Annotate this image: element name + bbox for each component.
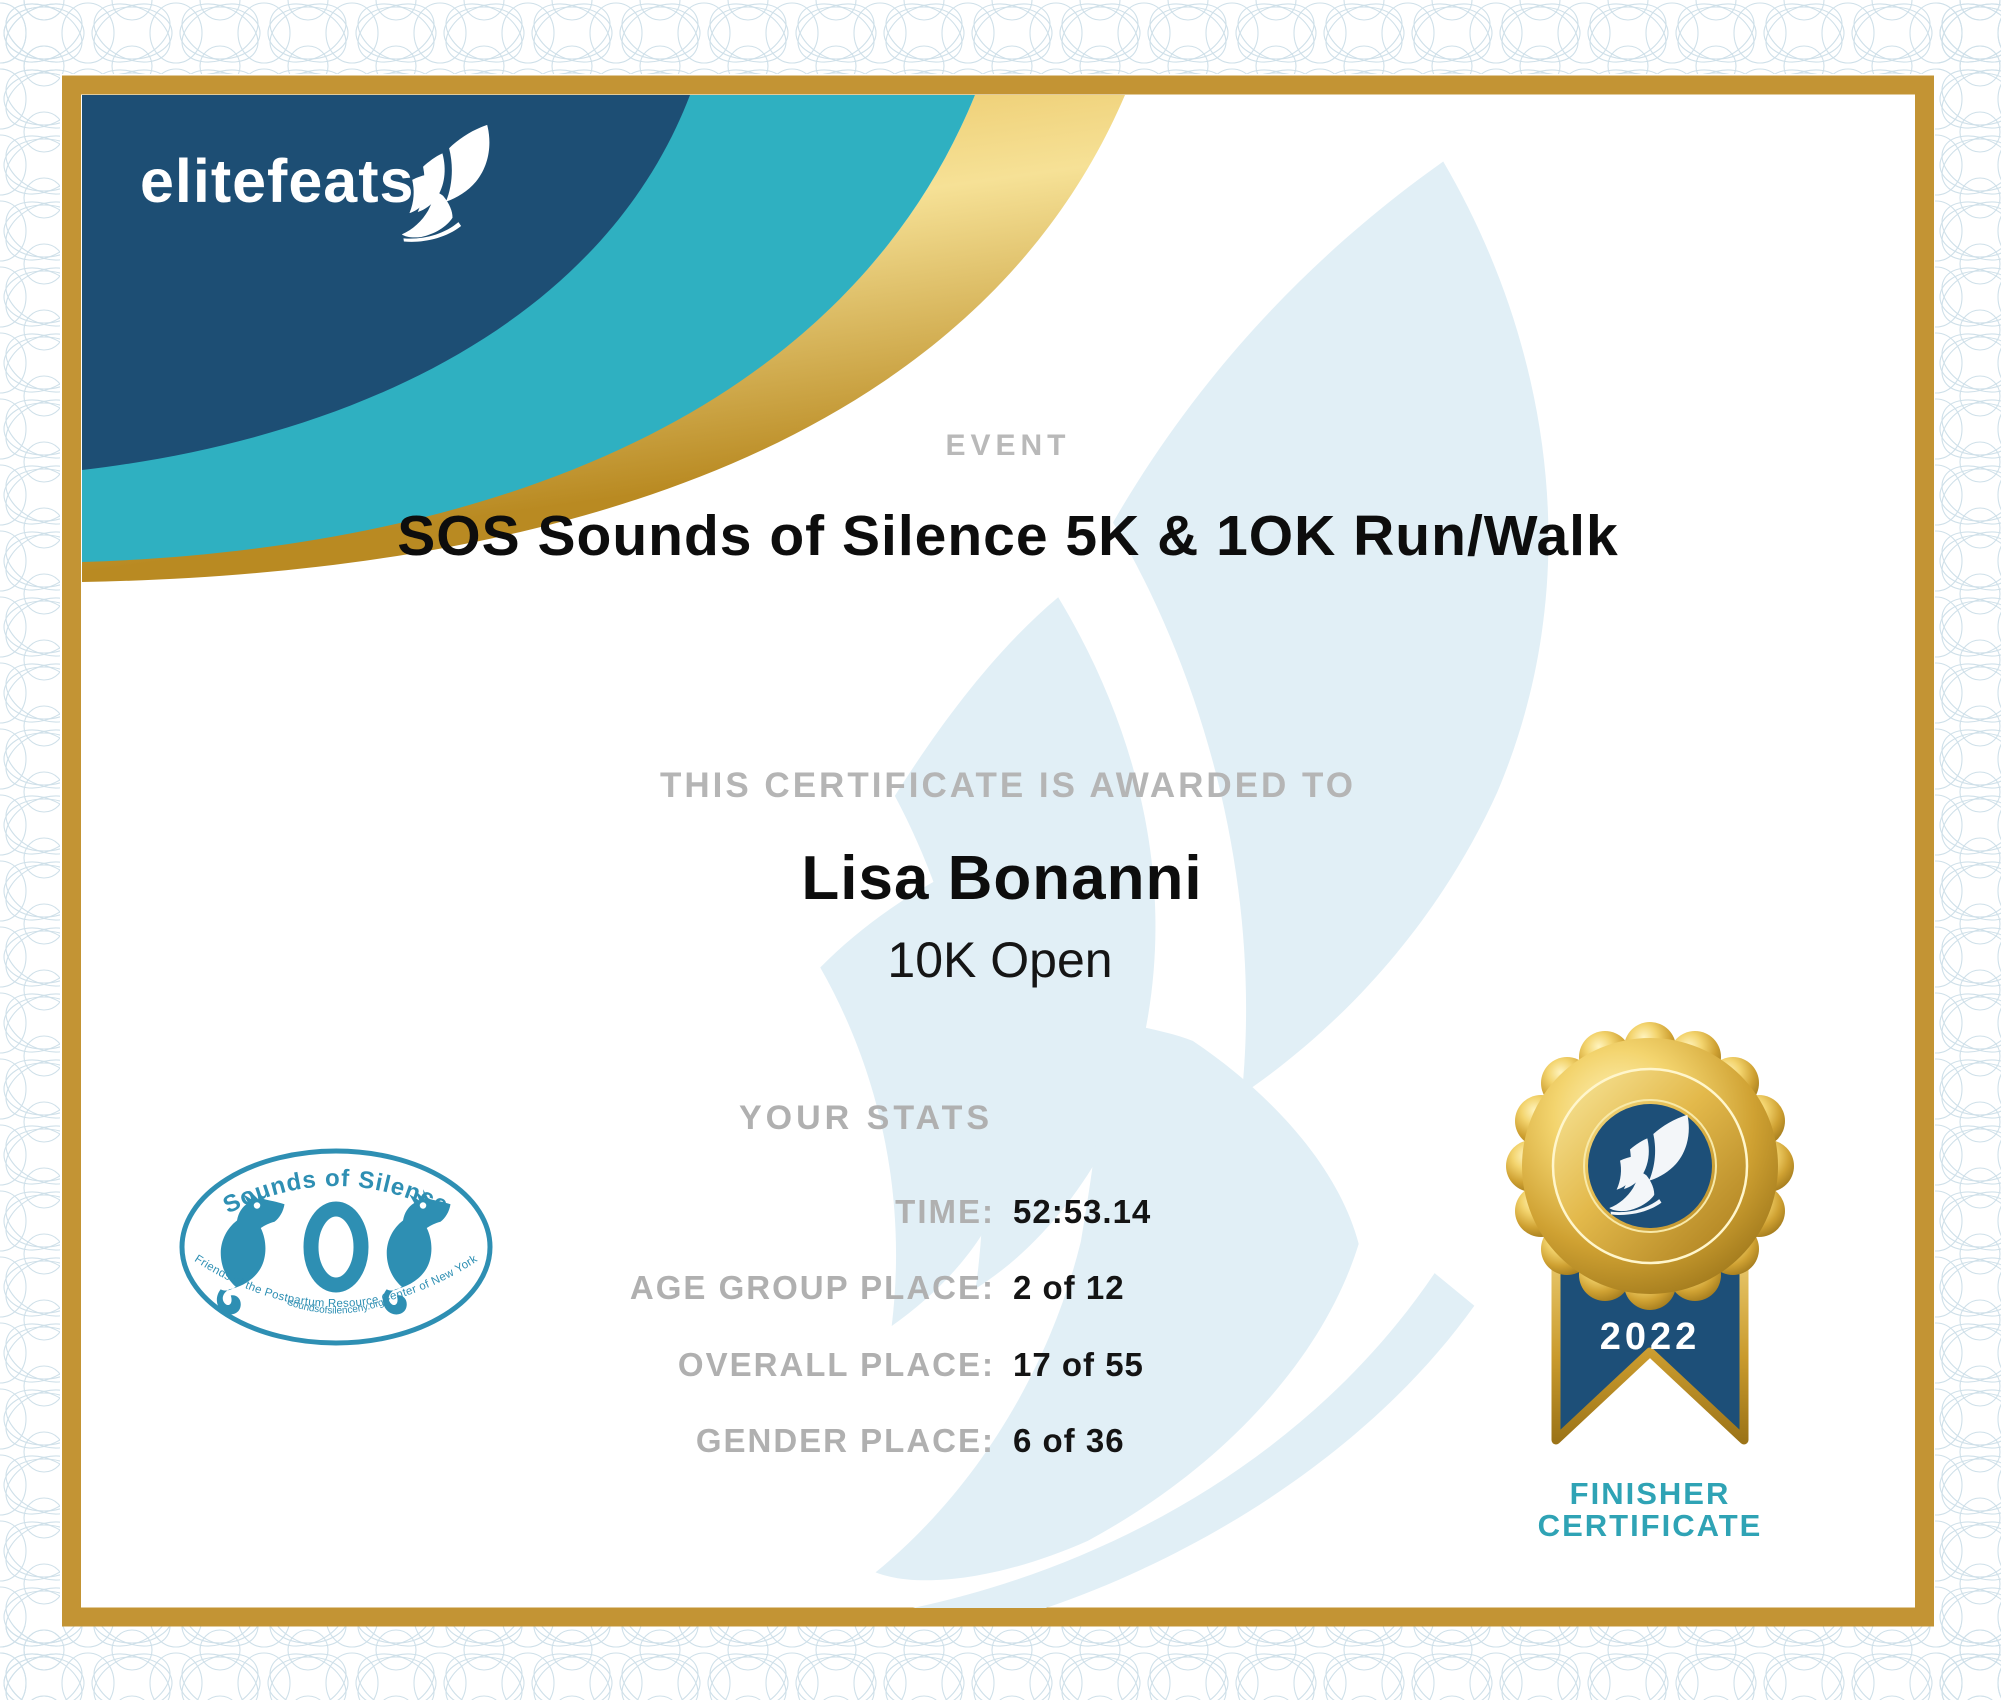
stat-row-age-group-place: AGE GROUP PLACE: 2 of 12	[420, 1268, 1620, 1308]
stat-label-age-group-place: AGE GROUP PLACE:	[629, 1269, 995, 1306]
stat-label-time: TIME:	[895, 1193, 995, 1230]
swoosh-navy	[82, 95, 690, 470]
sos-lmr-text: LMR	[435, 1257, 458, 1269]
event-label: EVENT	[945, 429, 1071, 462]
brand-wordmark: elitefeats	[140, 147, 415, 215]
stat-value-gender-place: 6 of 36	[1013, 1422, 1125, 1459]
finisher-medal	[1506, 1022, 1794, 1445]
event-title: SOS Sounds of Silence 5K & 1OK Run/Walk	[397, 504, 1619, 568]
stat-row-gender-place: GENDER PLACE: 6 of 36	[420, 1421, 1620, 1461]
stat-row-overall-place: OVERALL PLACE: 17 of 55	[420, 1345, 1620, 1385]
stats-heading: YOUR STATS	[738, 1099, 994, 1137]
medal-inner-rim	[1583, 1099, 1717, 1233]
race-division: 10K Open	[887, 932, 1113, 988]
stat-value-age-group-place: 2 of 12	[1013, 1269, 1125, 1306]
badge-year: 2022	[1599, 1316, 1701, 1358]
header-swoosh	[82, 95, 1125, 582]
swoosh-gold-crescent	[82, 95, 1125, 582]
stat-value-overall-place: 17 of 55	[1013, 1346, 1144, 1383]
stat-row-time: TIME: 52:53.14	[420, 1192, 1620, 1232]
stat-value-time: 52:53.14	[1013, 1193, 1152, 1230]
gold-frame	[62, 75, 1934, 1627]
sos-logo: SOS Sounds of Silence LMR Friends of the…	[179, 1148, 493, 1346]
awarded-to-label: THIS CERTIFICATE IS AWARDED TO	[659, 766, 1357, 805]
stat-label-gender-place: GENDER PLACE:	[695, 1422, 995, 1459]
badge-certificate-label: CERTIFICATE	[1537, 1508, 1763, 1543]
recipient-name: Lisa Bonanni	[801, 844, 1203, 913]
stat-label-overall-place: OVERALL PLACE:	[677, 1346, 995, 1383]
sos-letter-o	[303, 1201, 369, 1293]
badge-finisher-label: FINISHER	[1569, 1476, 1731, 1511]
